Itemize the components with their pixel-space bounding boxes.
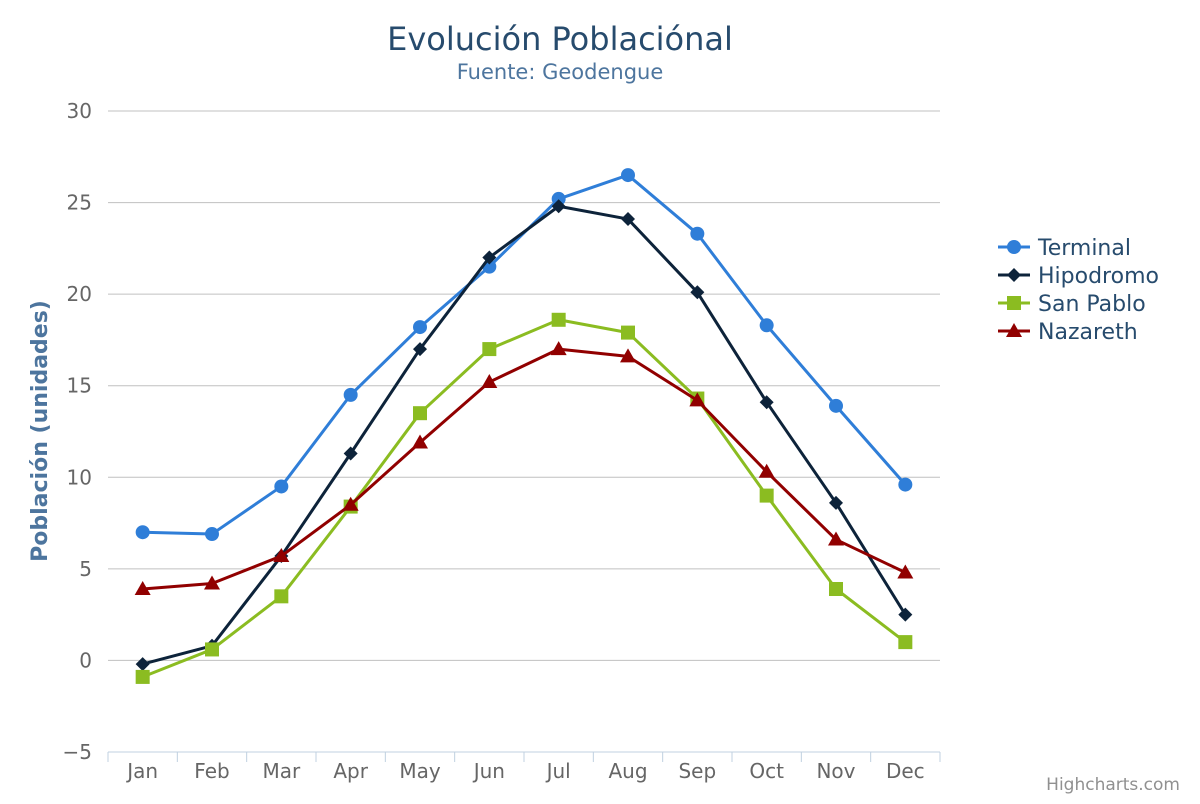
chart-title: Evolución Poblaciónal [387, 20, 733, 58]
series-line[interactable] [141, 318, 907, 679]
data-point[interactable] [551, 191, 566, 206]
data-point[interactable] [620, 348, 636, 363]
y-tick-label: 30 [67, 99, 92, 123]
y-axis-title: Población (unidades) [28, 300, 53, 562]
data-point[interactable] [829, 398, 843, 413]
x-tick-label: Apr [333, 759, 368, 783]
series-san-pablo [135, 312, 913, 684]
x-tick-label: Dec [886, 759, 925, 783]
series-layer [134, 168, 914, 684]
data-point[interactable] [690, 285, 705, 300]
x-tick-label: May [399, 759, 441, 783]
data-point[interactable] [828, 531, 844, 546]
data-point[interactable] [135, 669, 150, 684]
legend-label: Terminal [1037, 236, 1131, 261]
y-tick-label: 5 [79, 557, 92, 581]
data-point[interactable] [898, 607, 913, 622]
data-point[interactable] [829, 495, 843, 510]
data-point[interactable] [205, 527, 219, 542]
data-point[interactable] [342, 496, 359, 511]
legend[interactable]: Terminal Hipodromo San Pablo Nazareth [998, 236, 1159, 345]
series-line[interactable] [141, 204, 907, 666]
series-line[interactable] [141, 347, 907, 591]
data-point[interactable] [204, 575, 220, 590]
data-point[interactable] [551, 312, 566, 327]
data-point[interactable] [205, 642, 219, 657]
x-tick-label: Oct [749, 759, 784, 783]
data-point[interactable] [897, 564, 914, 579]
data-point[interactable] [274, 479, 289, 494]
data-point[interactable] [135, 525, 150, 540]
data-point[interactable] [482, 250, 497, 265]
legend-label: Nazareth [1038, 320, 1138, 345]
y-axis: −5 0 5 10 15 20 25 30 [63, 99, 92, 764]
data-point[interactable] [689, 392, 706, 407]
x-tick-label: Aug [608, 759, 647, 783]
y-tick-label: 25 [67, 191, 92, 215]
data-point[interactable] [550, 341, 567, 356]
data-point[interactable] [482, 342, 497, 357]
legend-item[interactable]: San Pablo [998, 292, 1146, 317]
data-point[interactable] [621, 325, 635, 340]
data-point[interactable] [759, 395, 774, 410]
data-point[interactable] [621, 212, 635, 227]
y-tick-label: 10 [67, 465, 92, 489]
series-line[interactable] [141, 173, 907, 536]
chart-subtitle: Fuente: Geodengue [457, 60, 664, 84]
legend-label: Hipodromo [1038, 264, 1159, 289]
data-point[interactable] [343, 387, 358, 402]
data-point[interactable] [134, 581, 151, 596]
grid-lines [108, 110, 940, 661]
x-tick-label: Feb [194, 759, 229, 783]
data-point[interactable] [343, 446, 358, 461]
series-terminal [135, 168, 913, 542]
y-tick-label: 15 [67, 374, 92, 398]
data-point[interactable] [759, 318, 774, 333]
data-point[interactable] [690, 226, 705, 241]
x-tick-label: Jul [545, 759, 571, 783]
x-axis: Jan Feb Mar Apr May Jun Jul Aug Sep Oct Nov Dec [107, 751, 941, 783]
data-point[interactable] [898, 477, 913, 492]
y-tick-label: 0 [79, 648, 92, 672]
data-point[interactable] [135, 657, 150, 672]
legend-item[interactable]: Hipodromo [998, 264, 1159, 289]
data-point[interactable] [273, 548, 290, 563]
legend-marker[interactable] [1007, 240, 1021, 254]
data-point[interactable] [898, 635, 913, 650]
y-tick-label: 20 [67, 282, 92, 306]
x-tick-label: Jun [472, 759, 505, 783]
legend-item[interactable]: Nazareth [998, 320, 1138, 345]
data-point[interactable] [413, 320, 427, 335]
x-tick-label: Jan [125, 759, 158, 783]
data-point[interactable] [413, 406, 427, 421]
series-nazareth [134, 341, 914, 596]
series-hipodromo [135, 199, 913, 672]
legend-marker[interactable] [1006, 323, 1022, 337]
x-tick-label: Sep [678, 759, 716, 783]
x-tick-label: Mar [262, 759, 301, 783]
data-point[interactable] [758, 463, 775, 478]
y-tick-label: −5 [63, 740, 92, 764]
data-point[interactable] [621, 168, 635, 183]
data-point[interactable] [759, 488, 774, 503]
x-tick-label: Nov [816, 759, 855, 783]
legend-item[interactable]: Terminal [998, 236, 1131, 261]
legend-marker[interactable] [1007, 296, 1021, 310]
legend-label: San Pablo [1038, 292, 1146, 317]
data-point[interactable] [481, 374, 498, 389]
data-point[interactable] [412, 434, 428, 449]
data-point[interactable] [274, 589, 289, 604]
legend-marker[interactable] [1007, 268, 1021, 282]
credits-label[interactable]: Highcharts.com [1046, 775, 1180, 795]
data-point[interactable] [551, 199, 566, 214]
data-point[interactable] [829, 582, 843, 597]
data-point[interactable] [413, 342, 427, 357]
